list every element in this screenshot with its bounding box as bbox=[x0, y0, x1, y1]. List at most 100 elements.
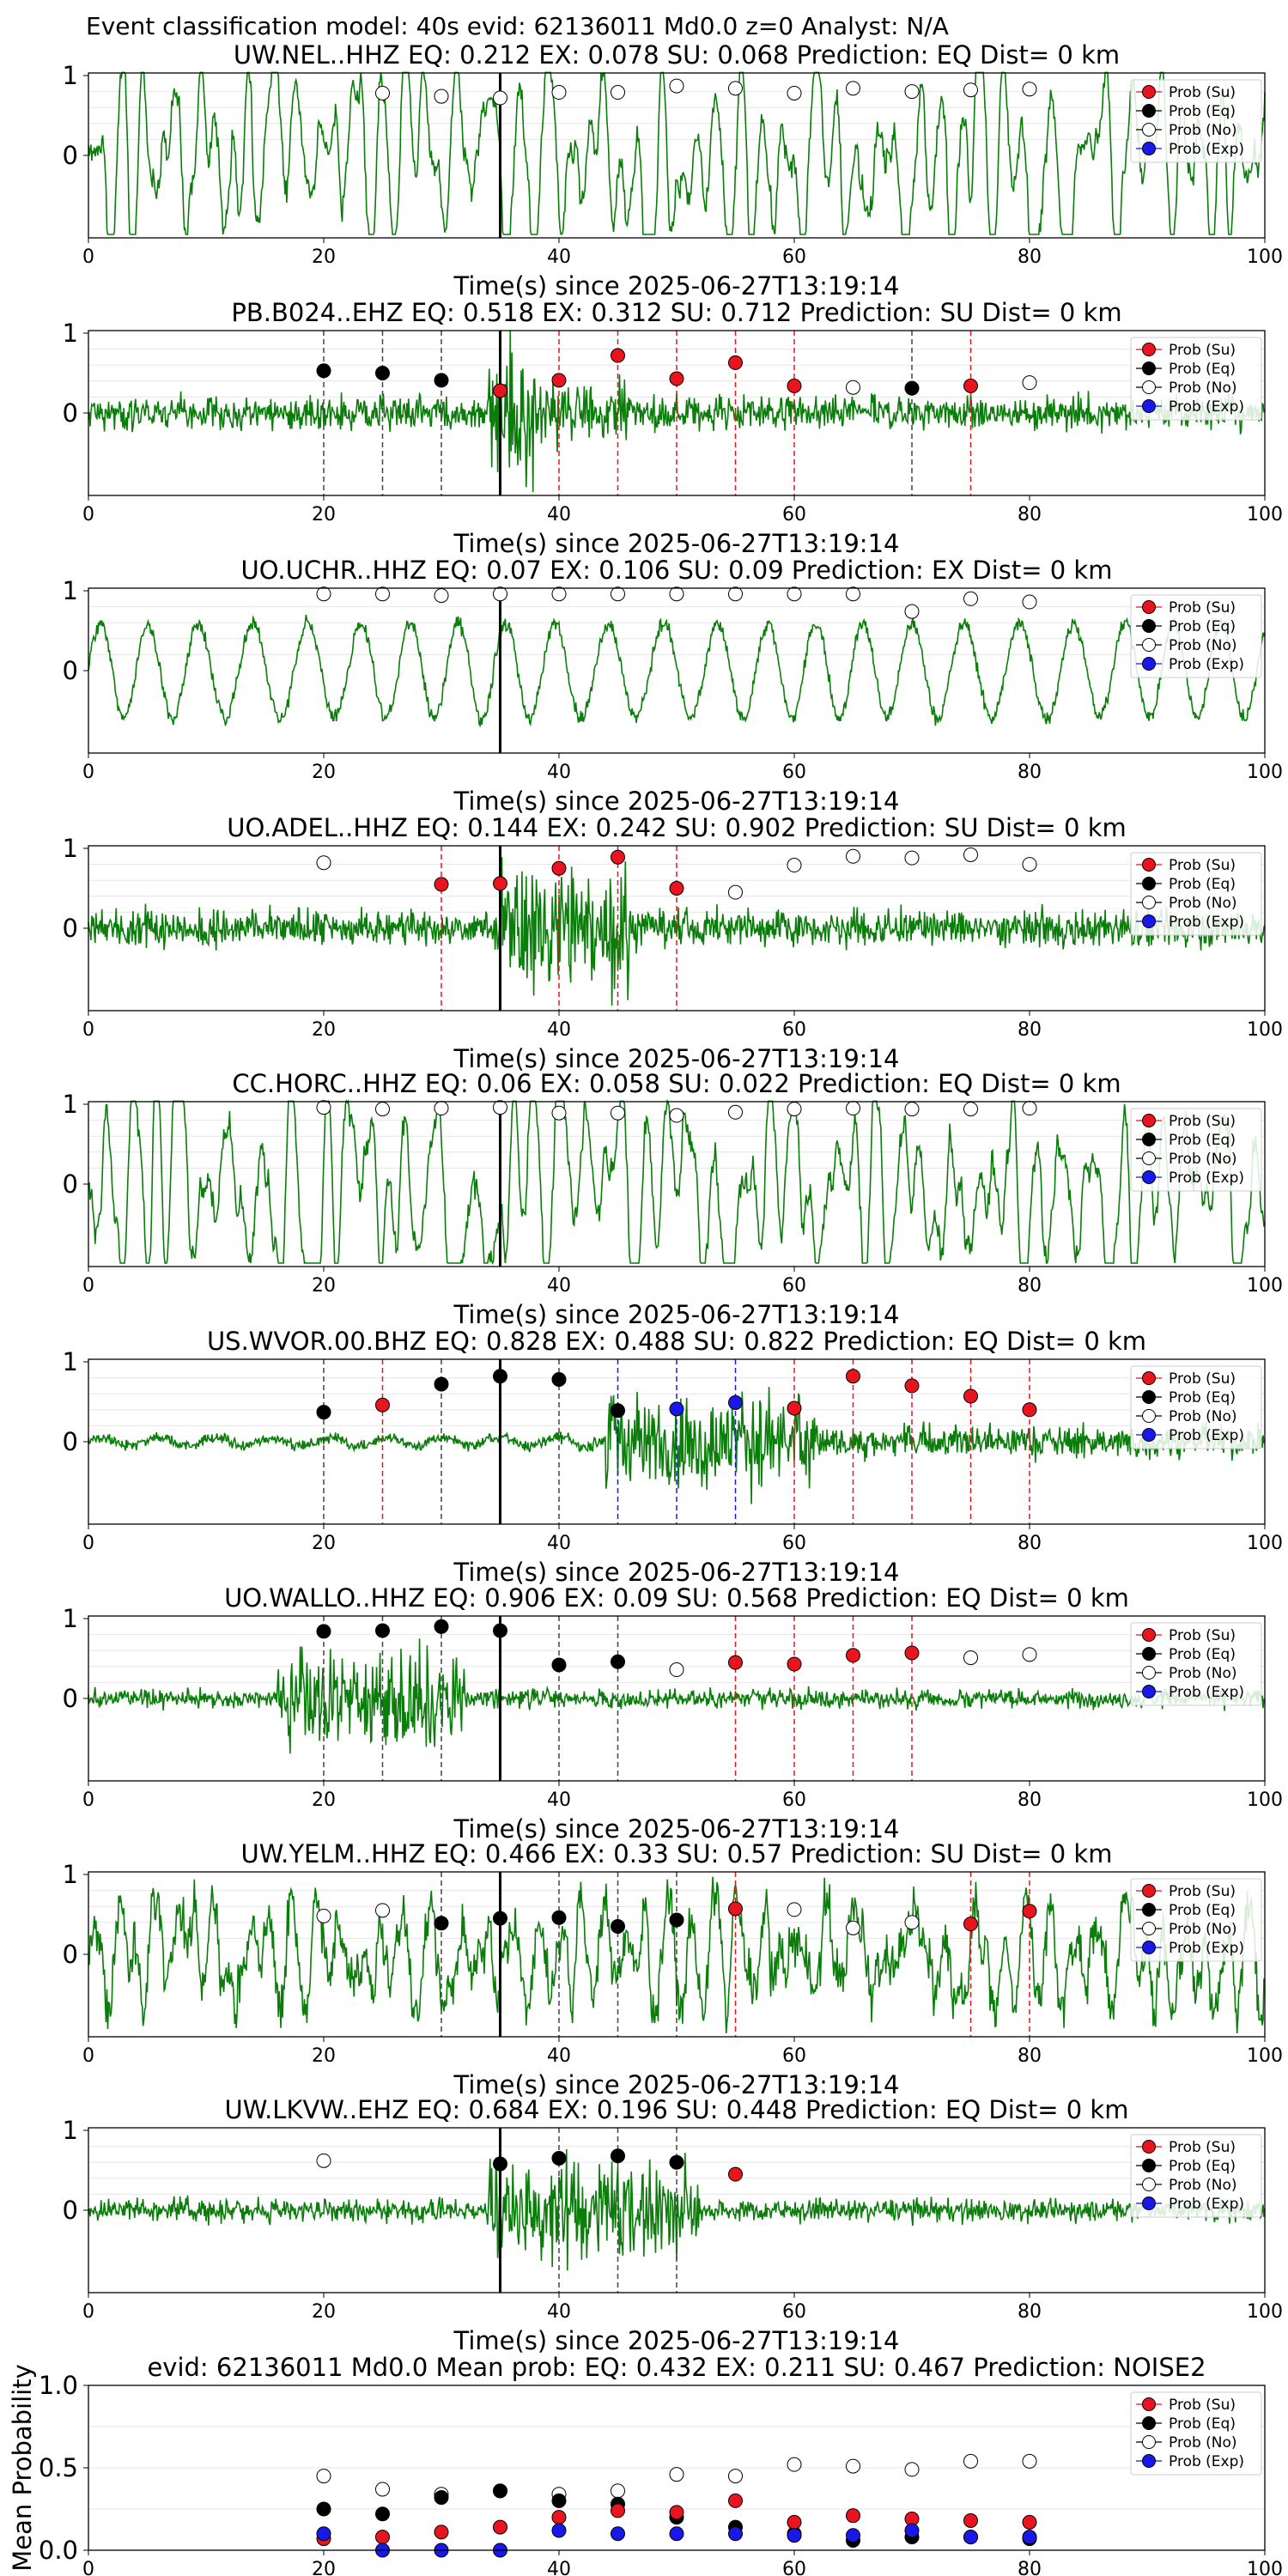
panel-5-point-no-65 bbox=[846, 1101, 860, 1116]
panel-8-xtick-label-60: 60 bbox=[782, 2045, 806, 2067]
panel-9-legend-marker-su bbox=[1142, 2140, 1156, 2154]
panel-6-point-eq-45 bbox=[611, 1403, 625, 1419]
panel-5-point-no-40 bbox=[551, 1105, 567, 1121]
panel-8-xtick-label-100: 100 bbox=[1247, 2045, 1283, 2067]
panel-2-legend-label-su: Prob (Su) bbox=[1169, 342, 1236, 359]
summary-point-exp-40 bbox=[551, 2523, 567, 2538]
panel-4-legend-label-eq: Prob (Eq) bbox=[1169, 876, 1236, 893]
figure-suptitle: Event classification model: 40s evid: 62… bbox=[86, 12, 949, 40]
panel-1-point-no-70 bbox=[904, 84, 920, 100]
panel-9-point-su-55 bbox=[728, 2166, 743, 2182]
panel-4-point-su-45 bbox=[611, 849, 625, 865]
panel-8-legend-label-eq: Prob (Eq) bbox=[1169, 1902, 1236, 1919]
summary-point-su-75 bbox=[963, 2512, 978, 2528]
panel-5-point-no-60 bbox=[787, 1102, 802, 1117]
panel-9: UW.LKVW..EHZ EQ: 0.684 EX: 0.196 SU: 0.4… bbox=[63, 2095, 1283, 2355]
panel-1-point-no-30 bbox=[434, 88, 449, 104]
panel-5-point-no-55 bbox=[728, 1104, 743, 1120]
panel-1-point-no-60 bbox=[787, 85, 802, 100]
panel-3-xtick-label-40: 40 bbox=[547, 762, 571, 783]
panel-2-xtick-label-100: 100 bbox=[1247, 504, 1283, 526]
panel-7-xtick-label-80: 80 bbox=[1018, 1789, 1042, 1811]
panel-5-legend-label-eq: Prob (Eq) bbox=[1169, 1132, 1236, 1149]
panel-6-xtick-label-40: 40 bbox=[547, 1533, 571, 1554]
panel-2-legend-marker-su bbox=[1142, 343, 1156, 356]
summary-point-su-65 bbox=[846, 2508, 860, 2524]
panel-2: PB.B024..EHZ EQ: 0.518 EX: 0.312 SU: 0.7… bbox=[63, 298, 1283, 558]
summary-point-su-50 bbox=[669, 2505, 684, 2520]
panel-3-point-no-40 bbox=[551, 586, 567, 602]
panel-3-xtick-label-80: 80 bbox=[1018, 762, 1042, 783]
panel-2-point-eq-20 bbox=[316, 363, 331, 379]
panel-3-ytick-label-1: 1 bbox=[63, 576, 78, 605]
panel-8-xtick-label-0: 0 bbox=[82, 2045, 94, 2067]
panel-3: UO.UCHR..HHZ EQ: 0.07 EX: 0.106 SU: 0.09… bbox=[63, 556, 1283, 816]
panel-2-ytick-label-0: 0 bbox=[63, 398, 78, 428]
panel-2-legend-label-exp: Prob (Exp) bbox=[1169, 398, 1244, 416]
panel-1-point-no-50 bbox=[669, 78, 684, 94]
panel-8-legend-box bbox=[1130, 1878, 1262, 1962]
panel-5-legend-label-su: Prob (Su) bbox=[1169, 1113, 1236, 1130]
panel-4-legend: Prob (Su) Prob (Eq) Prob (No) Prob (Exp) bbox=[1130, 852, 1262, 936]
summary-point-no-60 bbox=[787, 2457, 802, 2472]
summary-point-no-80 bbox=[1022, 2453, 1037, 2469]
panel-2-title: PB.B024..EHZ EQ: 0.518 EX: 0.312 SU: 0.7… bbox=[231, 298, 1121, 327]
panel-6-legend-label-no: Prob (No) bbox=[1169, 1408, 1237, 1425]
panel-6-xtick-label-100: 100 bbox=[1247, 1533, 1283, 1554]
summary-legend-label-eq: Prob (Eq) bbox=[1169, 2415, 1236, 2433]
panel-7-xtick-label-20: 20 bbox=[312, 1789, 336, 1811]
panel-5-point-no-75 bbox=[963, 1102, 978, 1117]
panel-6-xtick-label-0: 0 bbox=[82, 1533, 94, 1554]
panel-2-xtick-label-60: 60 bbox=[782, 504, 806, 526]
summary-point-eq-40 bbox=[551, 2493, 567, 2508]
panel-1-legend-label-no: Prob (No) bbox=[1169, 122, 1237, 139]
panel-9-xtick-label-40: 40 bbox=[547, 2301, 571, 2323]
summary-point-exp-60 bbox=[787, 2528, 802, 2543]
panel-8-point-eq-30 bbox=[434, 1916, 449, 1931]
panel-2-xtick-label-80: 80 bbox=[1018, 504, 1042, 526]
panel-8: UW.YELM..HHZ EQ: 0.466 EX: 0.33 SU: 0.57… bbox=[63, 1839, 1283, 2099]
summary-point-no-65 bbox=[846, 2458, 860, 2474]
panel-6-ytick-label-0: 0 bbox=[63, 1427, 78, 1456]
panel-4-legend-label-no: Prob (No) bbox=[1169, 895, 1237, 912]
panel-6-point-su-60 bbox=[787, 1400, 802, 1416]
panel-8-point-su-80 bbox=[1022, 1904, 1037, 1919]
panel-4-point-no-55 bbox=[728, 884, 743, 900]
panel-7-point-no-75 bbox=[963, 1650, 978, 1666]
panel-2-point-su-55 bbox=[728, 355, 743, 370]
summary-point-exp-20 bbox=[316, 2526, 331, 2542]
summary-ytick-label-0.5: 0.5 bbox=[39, 2453, 78, 2482]
panel-8-legend-label-su: Prob (Su) bbox=[1169, 1883, 1236, 1900]
summary-point-eq-25 bbox=[375, 2506, 390, 2522]
panel-1-point-no-75 bbox=[963, 82, 978, 98]
panel-2-legend-label-eq: Prob (Eq) bbox=[1169, 361, 1236, 378]
panel-1: UW.NEL..HHZ EQ: 0.212 EX: 0.078 SU: 0.06… bbox=[63, 40, 1283, 301]
panel-5-legend: Prob (Su) Prob (Eq) Prob (No) Prob (Exp) bbox=[1130, 1108, 1262, 1192]
panel-2-point-eq-25 bbox=[375, 366, 390, 380]
panel-1-xlabel: Time(s) since 2025-06-27T13:19:14 bbox=[453, 271, 900, 301]
panel-6-legend-label-eq: Prob (Eq) bbox=[1169, 1389, 1236, 1406]
panel-2-point-su-40 bbox=[551, 373, 567, 388]
panel-8-point-no-65 bbox=[846, 1920, 860, 1935]
panel-3-point-no-65 bbox=[846, 586, 860, 602]
panel-7-legend-marker-no bbox=[1142, 1666, 1156, 1680]
panel-3-legend-marker-su bbox=[1142, 600, 1156, 614]
panel-8-point-su-55 bbox=[728, 1901, 743, 1917]
panel-8-ytick-label-1: 1 bbox=[63, 1860, 78, 1889]
panel-2-legend-marker-eq bbox=[1142, 361, 1156, 375]
panel-6-point-eq-35 bbox=[493, 1369, 507, 1384]
panel-7-xtick-label-0: 0 bbox=[82, 1789, 94, 1811]
panel-4-xtick-label-80: 80 bbox=[1018, 1019, 1042, 1041]
panel-2-xtick-label-20: 20 bbox=[312, 504, 336, 526]
panel-9-legend-label-no: Prob (No) bbox=[1169, 2177, 1237, 2194]
summary-point-exp-65 bbox=[846, 2528, 860, 2543]
summary-point-exp-50 bbox=[669, 2526, 684, 2542]
panel-6-legend-marker-exp bbox=[1142, 1428, 1156, 1442]
panel-2-legend: Prob (Su) Prob (Eq) Prob (No)Prob (Exp) bbox=[1130, 337, 1262, 421]
panel-7-ytick-label-0: 0 bbox=[63, 1684, 78, 1713]
summary-point-no-25 bbox=[375, 2482, 390, 2497]
summary-xtick-label-80: 80 bbox=[1018, 2559, 1042, 2576]
summary-ytick-label-0.0: 0.0 bbox=[39, 2536, 78, 2565]
panel-8-legend-marker-eq bbox=[1142, 1903, 1156, 1917]
panel-7-point-su-60 bbox=[787, 1656, 802, 1672]
